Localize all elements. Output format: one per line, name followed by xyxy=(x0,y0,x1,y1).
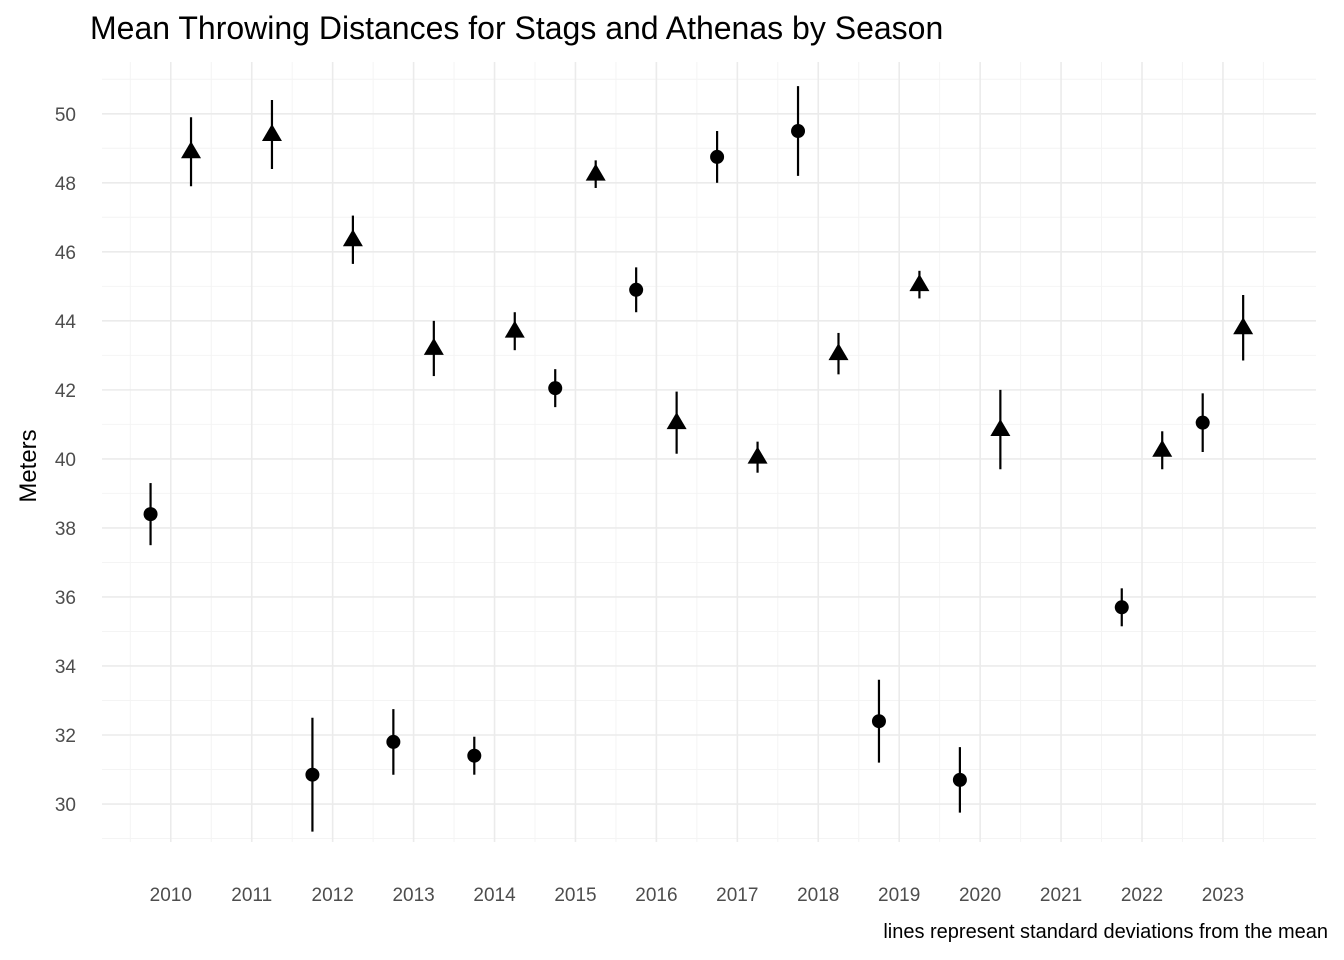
y-tick-label: 36 xyxy=(55,588,76,609)
triangle-point xyxy=(1152,439,1173,457)
triangle-point xyxy=(423,337,444,355)
x-tick-label: 2011 xyxy=(231,885,272,906)
x-tick-label: 2023 xyxy=(1202,885,1244,906)
triangle-point xyxy=(261,123,282,141)
y-tick-label: 46 xyxy=(55,243,76,264)
triangle-point xyxy=(504,320,525,338)
triangle-point xyxy=(342,229,363,247)
triangle-point xyxy=(181,141,202,159)
circle-point xyxy=(629,282,644,297)
y-tick-label: 48 xyxy=(55,174,76,195)
major-gridlines xyxy=(102,62,1316,842)
y-tick-label: 32 xyxy=(55,726,76,747)
y-tick-label: 40 xyxy=(55,450,76,471)
y-tick-label: 42 xyxy=(55,381,76,402)
y-tick-label: 50 xyxy=(55,105,76,126)
y-tick-label: 44 xyxy=(55,312,77,333)
y-tick-label: 38 xyxy=(55,519,76,540)
circle-point xyxy=(305,767,320,782)
triangle-point xyxy=(747,446,768,464)
x-tick-label: 2017 xyxy=(716,885,758,906)
x-tick-label: 2014 xyxy=(473,885,516,906)
circle-point xyxy=(386,734,401,749)
x-tick-label: 2019 xyxy=(878,885,920,906)
x-tick-label: 2016 xyxy=(635,885,677,906)
circle-point xyxy=(467,748,482,763)
circle-point xyxy=(143,507,158,522)
y-tick-label: 30 xyxy=(55,795,76,816)
triangle-point xyxy=(909,274,930,292)
circle-point xyxy=(871,714,886,729)
circle-point xyxy=(710,149,725,164)
triangle-point xyxy=(666,412,687,430)
x-tick-label: 2022 xyxy=(1121,885,1163,906)
chart-title: Mean Throwing Distances for Stags and At… xyxy=(90,10,944,46)
y-tick-label: 34 xyxy=(55,657,77,678)
circle-point xyxy=(1195,415,1210,430)
data-marks xyxy=(143,86,1254,832)
y-axis-label: Meters xyxy=(15,429,42,502)
triangle-point xyxy=(585,163,606,181)
y-axis-ticks: 30 32 34 36 38 40 42 44 46 48 50 xyxy=(55,105,77,816)
circle-point xyxy=(952,772,967,787)
x-tick-label: 2015 xyxy=(554,885,596,906)
circle-point xyxy=(1114,600,1129,615)
chart-caption: lines represent standard deviations from… xyxy=(883,921,1328,943)
triangle-point xyxy=(990,419,1011,437)
x-tick-label: 2018 xyxy=(797,885,839,906)
minor-gridlines xyxy=(102,62,1316,842)
x-tick-label: 2013 xyxy=(392,885,434,906)
x-axis-ticks: 2010 2011 2012 2013 2014 2015 2016 2017 2018 2019… xyxy=(150,885,1244,906)
triangle-point xyxy=(1233,317,1254,335)
circle-point xyxy=(548,381,563,396)
x-tick-label: 2020 xyxy=(959,885,1001,906)
x-tick-label: 2021 xyxy=(1040,885,1082,906)
x-tick-label: 2012 xyxy=(312,885,354,906)
x-tick-label: 2010 xyxy=(150,885,192,906)
circle-point xyxy=(791,124,806,139)
triangle-point xyxy=(828,343,849,361)
